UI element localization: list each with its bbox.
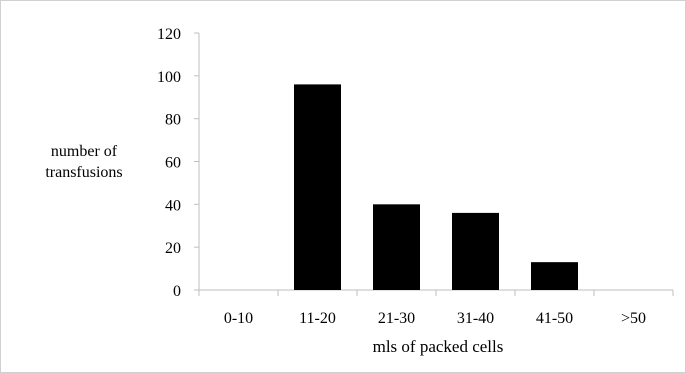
y-tick-label: 20 bbox=[165, 240, 181, 257]
x-axis-label-wrapper: mls of packed cells bbox=[1, 337, 686, 357]
x-tick-label: 21-30 bbox=[378, 310, 415, 327]
y-axis-label-line-1: number of bbox=[50, 143, 118, 160]
y-tick-label: 120 bbox=[157, 26, 181, 43]
bar-21-30 bbox=[373, 204, 420, 290]
y-tick-label: 60 bbox=[165, 155, 181, 172]
x-axis-label: mls of packed cells bbox=[372, 337, 504, 356]
y-tick-label: 0 bbox=[173, 283, 181, 300]
x-tick-label: 41-50 bbox=[536, 310, 573, 327]
y-axis-label: number of transfusions bbox=[19, 141, 149, 183]
x-tick-label: 31-40 bbox=[457, 310, 494, 327]
x-tick-label: 11-20 bbox=[299, 310, 336, 327]
y-tick-label: 80 bbox=[165, 112, 181, 129]
bar-11-20 bbox=[294, 84, 341, 291]
y-tick-label: 40 bbox=[165, 197, 181, 214]
x-tick-label: >50 bbox=[621, 310, 646, 327]
x-tick-label: 0-10 bbox=[224, 310, 253, 327]
bar-31-40 bbox=[452, 212, 499, 290]
bar-41-50 bbox=[531, 262, 578, 290]
y-axis-label-line-2: transfusions bbox=[45, 164, 123, 181]
y-tick-label: 100 bbox=[157, 69, 181, 86]
